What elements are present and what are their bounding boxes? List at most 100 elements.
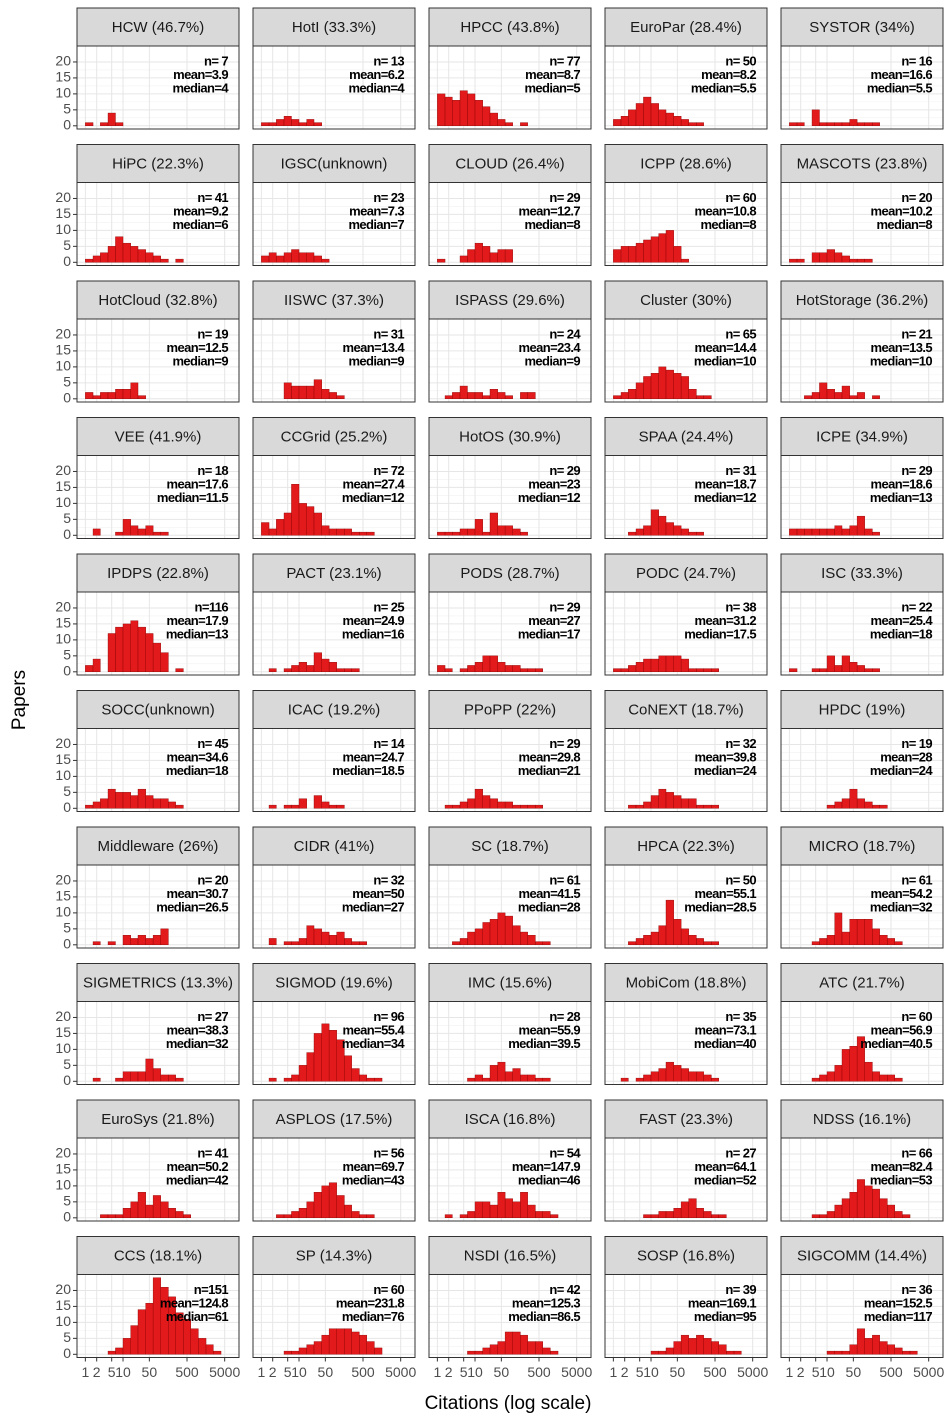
bar bbox=[879, 1074, 888, 1082]
bar bbox=[276, 255, 285, 263]
bar bbox=[673, 795, 682, 809]
annotation: mean=8.2 bbox=[701, 67, 756, 82]
bar bbox=[512, 1331, 521, 1355]
y-tick-label: 0 bbox=[63, 526, 71, 542]
bar bbox=[542, 1211, 551, 1219]
bar bbox=[306, 665, 315, 673]
bar bbox=[628, 246, 637, 263]
bar bbox=[826, 249, 835, 263]
strip bbox=[428, 1236, 592, 1275]
bar bbox=[834, 665, 843, 673]
bar bbox=[819, 938, 828, 946]
annotation: median=24 bbox=[694, 763, 758, 778]
bar bbox=[872, 122, 880, 127]
y-tick-label: 10 bbox=[55, 631, 71, 647]
bar bbox=[887, 938, 895, 946]
bar bbox=[359, 1214, 367, 1219]
bar bbox=[864, 1338, 873, 1355]
bar bbox=[864, 1061, 873, 1082]
panel-background bbox=[781, 728, 943, 812]
bar bbox=[268, 528, 277, 536]
bar bbox=[298, 122, 307, 127]
bar bbox=[520, 668, 528, 673]
annotation: median=76 bbox=[342, 1309, 405, 1324]
strip bbox=[252, 144, 416, 183]
annotation: mean=231.8 bbox=[336, 1295, 404, 1310]
bar bbox=[291, 249, 300, 263]
bar bbox=[535, 941, 543, 946]
y-tick-label: 5 bbox=[63, 510, 71, 526]
bar bbox=[703, 941, 712, 946]
bar bbox=[313, 1192, 322, 1219]
bar bbox=[894, 1211, 903, 1219]
y-tick-label: 15 bbox=[55, 1297, 71, 1313]
y-tick-label: 10 bbox=[55, 767, 71, 783]
strip-title: MICRO (18.7%) bbox=[809, 838, 916, 855]
bar bbox=[276, 1214, 285, 1219]
bar bbox=[864, 801, 873, 809]
bar bbox=[696, 531, 704, 536]
strip bbox=[76, 1236, 240, 1275]
bar bbox=[283, 252, 292, 263]
annotation: median=10 bbox=[870, 353, 933, 368]
bar bbox=[152, 1277, 161, 1355]
strip-title: PODS (28.7%) bbox=[460, 565, 559, 582]
bar bbox=[130, 525, 139, 536]
strip bbox=[252, 1236, 416, 1275]
annotation: median=95 bbox=[694, 1309, 757, 1324]
bar bbox=[351, 941, 360, 946]
panel-background bbox=[253, 182, 415, 266]
bar bbox=[336, 931, 345, 946]
annotation: median=18.5 bbox=[332, 763, 404, 778]
bar bbox=[268, 668, 277, 673]
bar bbox=[444, 804, 453, 809]
annotation: n= 36 bbox=[901, 1282, 932, 1297]
bar bbox=[711, 1077, 719, 1082]
x-tick-label: 5000 bbox=[385, 1364, 416, 1380]
bar bbox=[849, 395, 858, 400]
bar bbox=[298, 1347, 307, 1355]
annotation: n= 27 bbox=[197, 1009, 228, 1024]
y-tick-label: 15 bbox=[55, 615, 71, 631]
annotation: median=5.5 bbox=[691, 80, 757, 95]
annotation: mean=18.6 bbox=[871, 476, 933, 491]
bar bbox=[366, 1341, 375, 1355]
annotation: mean=39.8 bbox=[695, 749, 757, 764]
annotation: median=28.5 bbox=[684, 899, 756, 914]
bar bbox=[826, 122, 835, 127]
x-tick-label: 10 bbox=[115, 1364, 131, 1380]
annotation: n= 21 bbox=[901, 326, 932, 341]
bar bbox=[107, 633, 116, 673]
annotation: n= 45 bbox=[197, 736, 228, 751]
bar bbox=[650, 795, 659, 809]
bar bbox=[643, 525, 652, 536]
annotation: median=27 bbox=[342, 899, 405, 914]
bar bbox=[489, 389, 498, 400]
bar bbox=[902, 1350, 911, 1355]
bar bbox=[849, 258, 858, 263]
bar bbox=[512, 528, 521, 536]
bar bbox=[137, 626, 146, 673]
annotation: median=8 bbox=[876, 217, 932, 232]
bar bbox=[841, 255, 850, 263]
bar bbox=[703, 1074, 712, 1082]
bar bbox=[351, 1331, 360, 1355]
annotation: n= 32 bbox=[725, 736, 756, 751]
bar bbox=[688, 389, 697, 400]
x-tick-label: 2 bbox=[621, 1364, 629, 1380]
bar bbox=[680, 798, 689, 809]
bar bbox=[849, 525, 858, 536]
strip bbox=[76, 1099, 240, 1139]
bar bbox=[856, 919, 865, 946]
bar bbox=[313, 122, 322, 127]
strip bbox=[604, 690, 768, 729]
bar bbox=[92, 395, 101, 400]
x-axis-label: Citations (log scale) bbox=[425, 1393, 592, 1414]
